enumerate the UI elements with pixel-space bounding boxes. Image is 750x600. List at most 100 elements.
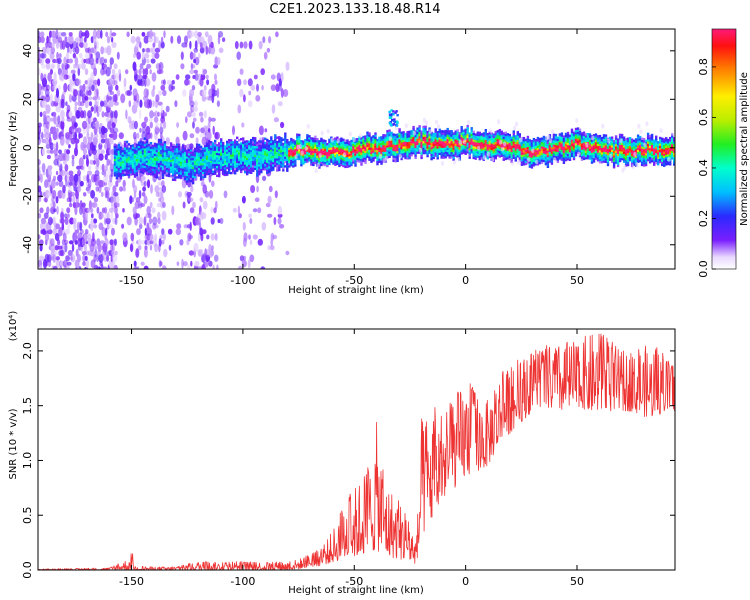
spectrogram-cell <box>372 137 375 140</box>
spectrogram-cell <box>155 145 159 148</box>
spectrogram-cell <box>534 158 538 162</box>
spectrogram-cell <box>260 142 263 145</box>
spectrogram-cell <box>284 158 287 162</box>
spectrogram-cell <box>494 148 497 151</box>
spectrogram-cell <box>202 68 208 75</box>
spectrogram-cell <box>314 142 317 145</box>
spectrogram-cell <box>260 266 266 269</box>
spectrogram-cell <box>232 167 235 170</box>
spectrogram-cell <box>490 139 493 142</box>
spectrogram-cell <box>560 147 564 150</box>
spectrogram-cell <box>214 155 217 158</box>
spectrogram-cell <box>81 250 87 256</box>
spectrogram-cell <box>548 158 552 161</box>
spectrogram-cell <box>502 136 505 140</box>
spectrogram-cell <box>442 152 445 155</box>
spectrogram-cell <box>50 202 54 208</box>
spectrogram-cell <box>133 142 137 146</box>
spectrogram-cell <box>57 31 63 37</box>
spectrogram-cell <box>135 152 139 155</box>
spectrogram-cell <box>332 147 335 150</box>
spectrogram-cell <box>292 139 295 142</box>
spectrogram-cell <box>139 170 143 174</box>
spectrogram-cell <box>580 136 584 140</box>
spectrogram-cell <box>250 165 253 168</box>
spectrogram-cell <box>590 159 594 162</box>
spectrogram-cell <box>348 151 351 155</box>
spectrogram-cell <box>446 136 449 140</box>
spectrogram-cell <box>562 144 566 147</box>
spectrogram-cell <box>454 152 457 155</box>
spectrogram-cell <box>209 158 213 161</box>
spectrogram-cell <box>488 151 491 154</box>
spectrogram-cell <box>510 140 513 144</box>
spectrogram-cell <box>610 136 614 139</box>
spectrogram-cell <box>568 136 572 140</box>
spectrogram-cell <box>536 136 540 140</box>
spectrogram-cell <box>236 145 239 148</box>
spectrogram-cell <box>218 172 221 176</box>
spectrogram-cell <box>119 146 123 149</box>
spectrogram-cell <box>416 147 419 150</box>
spectrogram-cell <box>175 147 179 151</box>
spectrogram-cell <box>147 163 151 166</box>
spectrogram-cell <box>48 85 52 90</box>
spectrogram-cell <box>624 164 628 167</box>
spectrogram-cell <box>191 111 196 118</box>
spectrogram-cell <box>360 150 363 153</box>
spectrogram-cell <box>133 173 137 176</box>
spectrogram-cell <box>546 159 550 162</box>
spectrogram-cell <box>400 146 403 150</box>
spectrogram-cell <box>202 88 207 98</box>
spectrogram-cell <box>634 146 638 150</box>
spectrogram-cell <box>412 128 415 131</box>
spectrogram-cell <box>566 155 570 159</box>
spectrogram-cell <box>153 155 157 159</box>
spectrogram-cell <box>143 152 147 156</box>
spectrogram-cell <box>143 165 147 169</box>
spectrogram-cell <box>340 163 343 166</box>
spectrogram-cell <box>550 145 554 148</box>
spectrogram-cell <box>498 153 501 156</box>
spectrogram-cell <box>588 135 592 138</box>
spectrogram-cell <box>516 137 519 141</box>
spectrogram-cell <box>592 160 596 163</box>
spectrogram-cell <box>384 134 387 137</box>
spectrogram-cell <box>390 149 393 152</box>
spectrogram-cell <box>78 265 82 269</box>
spectrogram-cell <box>632 161 636 164</box>
spectrogram-cell <box>296 151 299 154</box>
spectrogram-cell <box>378 145 381 148</box>
spectrogram-cell <box>189 51 194 60</box>
spectrogram-cell <box>626 159 630 162</box>
spectrogram-cell <box>242 154 245 158</box>
spectrogram-cell <box>137 141 141 144</box>
spectrogram-cell <box>268 185 273 193</box>
spectrogram-cell <box>382 140 385 143</box>
spectrogram-cell <box>282 162 285 165</box>
spectrogram-cell <box>476 155 479 158</box>
spectrogram-cell <box>636 138 640 142</box>
spectrogram-cell <box>248 164 251 167</box>
spectrogram-cell <box>144 227 148 236</box>
spectrogram-cell <box>199 156 203 159</box>
spectrogram-cell <box>570 148 574 151</box>
spectrogram-cell <box>158 61 164 71</box>
spectrogram-cell <box>572 140 576 143</box>
spectrogram-cell <box>624 146 628 150</box>
spectrogram-cell <box>115 168 119 171</box>
spectrogram-cell <box>326 128 330 134</box>
spectrogram-cell <box>191 157 195 161</box>
spectrogram-cell <box>488 136 491 139</box>
spectrogram-cell <box>138 68 142 75</box>
spectrogram-cell <box>205 159 209 163</box>
spectrogram-cell <box>414 139 417 142</box>
spectrogram-cell <box>276 162 279 166</box>
spectrogram-cell <box>157 164 161 168</box>
spectrogram-cell <box>159 169 163 172</box>
spectrogram-cell <box>274 147 277 150</box>
spectrogram-cell <box>406 139 409 143</box>
spectrogram-cell <box>635 162 639 167</box>
spectrogram-cell <box>386 154 389 157</box>
spectrogram-cell <box>146 205 151 215</box>
